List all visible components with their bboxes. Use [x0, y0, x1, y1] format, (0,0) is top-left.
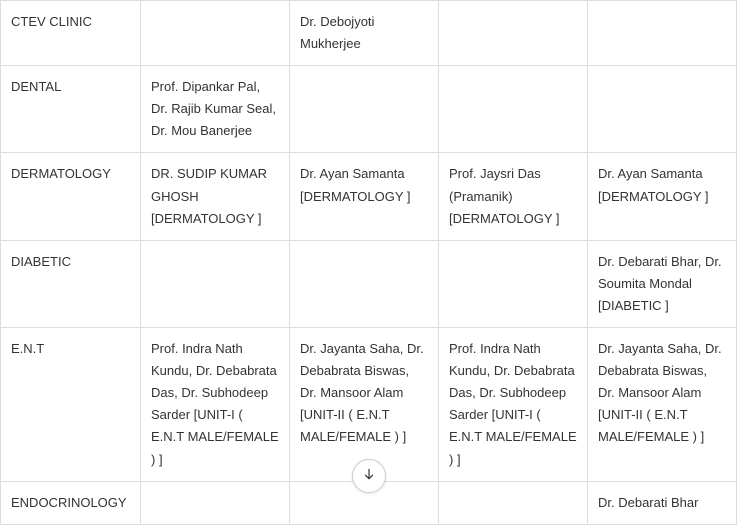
scroll-down-button[interactable] — [352, 459, 386, 493]
cell: Dr. Debojyoti Mukherjee — [290, 1, 439, 66]
cell — [290, 66, 439, 153]
cell — [439, 66, 588, 153]
cell: Dr. Debarati Bhar — [588, 481, 737, 524]
table-row: CTEV CLINIC Dr. Debojyoti Mukherjee — [1, 1, 737, 66]
cell: Dr. Debarati Bhar, Dr. Soumita Mondal [D… — [588, 240, 737, 327]
cell — [588, 66, 737, 153]
cell — [439, 1, 588, 66]
cell: Dr. Jayanta Saha, Dr. Debabrata Biswas, … — [588, 328, 737, 482]
cell: Prof. Indra Nath Kundu, Dr. Debabrata Da… — [439, 328, 588, 482]
schedule-table: CTEV CLINIC Dr. Debojyoti Mukherjee DENT… — [0, 0, 737, 525]
table-row: DIABETIC Dr. Debarati Bhar, Dr. Soumita … — [1, 240, 737, 327]
cell: DR. SUDIP KUMAR GHOSH [DERMATOLOGY ] — [141, 153, 290, 240]
schedule-table-body: CTEV CLINIC Dr. Debojyoti Mukherjee DENT… — [1, 1, 737, 525]
cell: Prof. Indra Nath Kundu, Dr. Debabrata Da… — [141, 328, 290, 482]
arrow-down-icon — [362, 467, 376, 484]
cell: Dr. Ayan Samanta [DERMATOLOGY ] — [290, 153, 439, 240]
cell — [588, 1, 737, 66]
cell: Prof. Dipankar Pal, Dr. Rajib Kumar Seal… — [141, 66, 290, 153]
dept-cell: ENDOCRINOLOGY — [1, 481, 141, 524]
cell — [141, 240, 290, 327]
cell: Prof. Jaysri Das (Pramanik) [DERMATOLOGY… — [439, 153, 588, 240]
dept-cell: DENTAL — [1, 66, 141, 153]
dept-cell: DERMATOLOGY — [1, 153, 141, 240]
dept-cell: CTEV CLINIC — [1, 1, 141, 66]
dept-cell: E.N.T — [1, 328, 141, 482]
dept-cell: DIABETIC — [1, 240, 141, 327]
table-row: DERMATOLOGY DR. SUDIP KUMAR GHOSH [DERMA… — [1, 153, 737, 240]
cell — [141, 481, 290, 524]
cell — [439, 481, 588, 524]
cell: Dr. Jayanta Saha, Dr. Debabrata Biswas, … — [290, 328, 439, 482]
cell — [141, 1, 290, 66]
cell — [290, 240, 439, 327]
cell — [439, 240, 588, 327]
cell: Dr. Ayan Samanta [DERMATOLOGY ] — [588, 153, 737, 240]
table-row: DENTAL Prof. Dipankar Pal, Dr. Rajib Kum… — [1, 66, 737, 153]
